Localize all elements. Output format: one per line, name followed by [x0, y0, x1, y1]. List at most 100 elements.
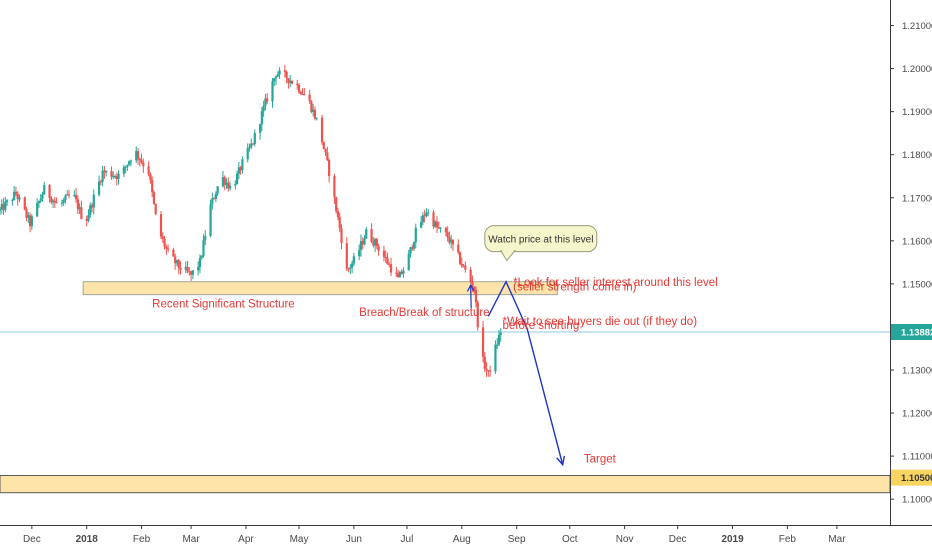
candle-body	[457, 244, 460, 253]
candle-body	[128, 161, 131, 165]
breach-arrowhead	[466, 283, 475, 292]
projection-line	[487, 280, 564, 465]
candle-body	[113, 176, 117, 178]
candle-body	[122, 166, 125, 174]
candle-body	[74, 194, 78, 200]
candle-body	[389, 264, 393, 273]
candle-body	[338, 217, 341, 229]
candle-body	[345, 243, 348, 269]
candle-body	[352, 256, 355, 264]
candle-body	[397, 273, 400, 278]
candle-body	[499, 332, 502, 336]
candle-body	[494, 344, 497, 372]
candle-body	[336, 211, 340, 218]
projection-layer	[466, 280, 566, 467]
candle-body	[427, 212, 430, 214]
candle-body	[460, 263, 463, 266]
x-tick-label: 2019	[721, 534, 744, 545]
structure-zone	[82, 281, 558, 296]
candle-body	[27, 215, 30, 218]
candle-body	[136, 151, 140, 159]
candle-body	[476, 302, 479, 328]
candle-body	[165, 246, 168, 249]
candle-body	[308, 94, 311, 102]
candle-body	[36, 203, 39, 217]
candle-body	[349, 267, 352, 269]
candle-body	[221, 177, 225, 187]
candle-body	[473, 287, 476, 290]
candle-body	[223, 177, 226, 185]
candle-body	[260, 111, 263, 125]
candle-body	[175, 259, 179, 264]
x-tick-label: Mar	[828, 534, 846, 545]
candle-body	[48, 184, 51, 198]
candle-body	[129, 160, 133, 162]
candle-body	[159, 214, 163, 237]
x-tick-label: Aug	[453, 534, 471, 545]
candle-body	[296, 83, 299, 85]
candle-body	[407, 253, 410, 271]
candle-body	[66, 194, 69, 196]
candle-body	[41, 194, 44, 199]
candle-body	[365, 228, 368, 239]
candle-body	[278, 70, 281, 75]
candle-body	[462, 265, 465, 267]
x-tick-label: Mar	[182, 534, 200, 545]
candle-body	[197, 266, 200, 271]
candle-body	[299, 91, 302, 94]
candle-body	[273, 78, 276, 82]
candle-body	[4, 201, 7, 210]
candle-body	[216, 186, 219, 194]
target-price-badge	[891, 469, 932, 486]
candle-body	[43, 184, 46, 195]
candle-body	[432, 212, 435, 227]
candle-body	[89, 205, 92, 216]
candle-body	[423, 215, 426, 217]
candle-body	[30, 216, 33, 227]
candle-body	[372, 242, 375, 246]
candle-body	[439, 227, 442, 229]
candle-body	[212, 198, 216, 200]
candle-body	[248, 147, 251, 149]
candle-body	[235, 173, 239, 185]
candle-body	[264, 98, 267, 106]
x-tick-label: Jun	[346, 534, 362, 545]
candle-body	[172, 249, 175, 257]
candle-body	[189, 271, 193, 275]
candle-body	[51, 200, 55, 203]
candle-body	[0, 204, 3, 210]
candle-body	[60, 202, 64, 204]
candle-body	[435, 221, 439, 228]
candle-body	[497, 335, 501, 345]
candle-body	[138, 158, 141, 161]
candle-body	[115, 176, 118, 179]
candle-body	[228, 185, 232, 189]
candle-body	[474, 289, 478, 303]
candle-body	[161, 236, 164, 239]
target-zone	[0, 474, 891, 494]
candle-body	[326, 152, 329, 160]
candle-body	[200, 255, 203, 259]
candle-body	[76, 199, 79, 210]
candle-body	[276, 74, 279, 77]
candle-body	[73, 194, 76, 196]
candle-body	[370, 228, 373, 243]
candle-body	[209, 204, 212, 237]
candle-body	[174, 256, 177, 264]
callout-text: Watch price at this level	[488, 235, 593, 246]
candle-body	[411, 247, 414, 249]
candle-body	[16, 193, 19, 200]
candle-body	[154, 203, 157, 215]
candle-body	[315, 117, 318, 119]
candle-body	[237, 167, 240, 174]
candle-body	[105, 171, 108, 173]
y-tick-label: 1.13000	[902, 365, 932, 376]
candle-body	[347, 268, 350, 270]
candle-body	[425, 212, 428, 217]
candle-body	[234, 184, 237, 186]
candle-body	[67, 194, 71, 196]
